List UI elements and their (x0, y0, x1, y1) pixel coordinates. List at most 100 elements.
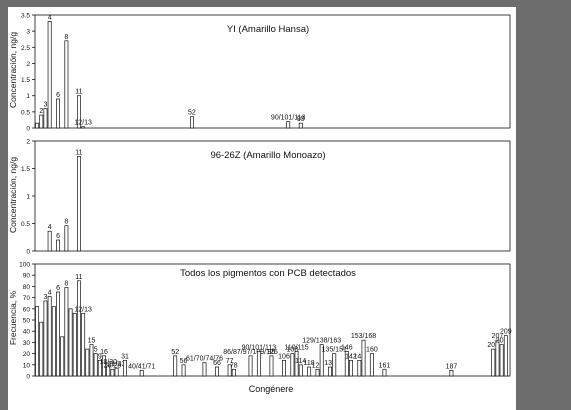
bar (102, 355, 107, 377)
bar (106, 365, 111, 377)
bar (503, 335, 508, 377)
bar (47, 21, 52, 129)
bar (64, 40, 69, 129)
bar-label: 6 (56, 285, 60, 292)
bar (181, 364, 186, 377)
bar (495, 339, 500, 377)
bar (56, 98, 60, 129)
chart-title: YI (Amarillo Hansa) (227, 24, 309, 35)
bar (81, 312, 86, 377)
y-axis-label: Concentración, ng/g (8, 157, 18, 233)
bar (202, 362, 207, 377)
bar-label: 11 (75, 89, 82, 96)
bar (294, 351, 299, 377)
bar (89, 344, 94, 377)
bar (56, 239, 60, 252)
bar-label: 90/101/113 (242, 344, 277, 351)
bar-label: 118 (304, 360, 315, 367)
bar (93, 353, 98, 377)
bar (76, 95, 81, 129)
y-tick-label: 0.5 (21, 221, 30, 228)
y-tick-label: 2 (26, 139, 30, 146)
bar (307, 366, 312, 377)
bar-label: 6 (56, 92, 60, 99)
bar-label: 123 (312, 362, 324, 369)
bar (81, 126, 86, 129)
bar (282, 359, 286, 377)
bar (60, 336, 65, 377)
bar-label: 161 (379, 362, 391, 369)
y-tick-label: 1.5 (21, 77, 30, 84)
y-tick-label: 2.5 (21, 45, 30, 52)
bar (68, 308, 73, 377)
chart-panel-yellow-hansa: YI (Amarillo Hansa) Concentración, ng/g … (8, 13, 511, 133)
y-tick-label: 3.5 (21, 13, 30, 20)
y-tick-label: 1 (26, 93, 30, 100)
bar-label: 149 (353, 353, 365, 360)
y-axis-label: Concentración, ng/g (8, 32, 18, 108)
bar-label: 2 (39, 108, 43, 115)
bar-label: 95 (268, 349, 276, 356)
bar-label: 12/13 (74, 120, 92, 127)
bar (256, 351, 261, 377)
plot-frame (34, 14, 511, 129)
bar-label: 11 (75, 274, 82, 281)
bar-label: 9 (98, 353, 102, 360)
bar-label: 16 (100, 349, 108, 356)
bar (332, 353, 337, 377)
y-axis-label: Frecuencia, % (8, 290, 18, 345)
bar-label: 21/33 (108, 361, 126, 368)
bar (361, 339, 366, 377)
bar-label: 6 (56, 233, 60, 240)
y-tick-label: 0 (26, 374, 30, 381)
bar (499, 344, 504, 377)
bar-label: 90/101/113 (271, 115, 306, 122)
chart-title: 96-26Z (Amarillo Monoazo) (210, 150, 325, 161)
bar (227, 364, 232, 377)
bar (64, 287, 69, 377)
bar (76, 156, 81, 252)
bar (349, 359, 353, 377)
bar-label: 108 (287, 347, 299, 354)
bar-label: 4 (48, 224, 52, 231)
bar-label: 95 (297, 116, 305, 123)
y-tick-label: 100 (19, 262, 30, 269)
bar-label: 5 (94, 347, 98, 354)
bar-label: 11 (75, 149, 82, 156)
bar-label: 52 (171, 349, 179, 356)
bar (215, 366, 219, 377)
bar-label: 129/138/163 (302, 338, 341, 345)
bar-label: 77 (226, 358, 234, 365)
bar-label: 187 (446, 363, 458, 370)
bar (85, 348, 90, 377)
bar-label: 207 (492, 333, 504, 340)
bar-label: 4 (48, 14, 52, 21)
bar (315, 368, 320, 377)
y-tick-label: 0 (26, 126, 30, 133)
x-axis-label: Congénere (249, 384, 294, 394)
bar (173, 355, 178, 377)
bar (328, 366, 332, 377)
bar (369, 353, 374, 377)
bar-label: 78 (230, 362, 238, 369)
y-tick-label: 50 (23, 318, 31, 325)
bar (47, 230, 52, 252)
bar-label: 18/30 (99, 359, 117, 366)
bar (123, 359, 127, 377)
y-tick-label: 30 (23, 340, 31, 347)
y-tick-label: 0 (26, 249, 30, 256)
y-tick-label: 10 (23, 362, 31, 369)
bar (51, 306, 56, 377)
bar-label: 86/87/97/109/125 (223, 349, 278, 356)
chart-title: Todos los pigmentos con PCB detectados (180, 268, 356, 279)
bar-label: 56 (180, 358, 188, 365)
figure-panel (8, 7, 516, 410)
bar (248, 355, 253, 377)
bar (231, 368, 236, 377)
bar (39, 321, 44, 377)
y-tick-label: 0.5 (21, 109, 30, 116)
bar-label: 206 (487, 342, 499, 349)
bar-label: 3 (44, 102, 48, 109)
bar-label: 15 (88, 338, 96, 345)
bar (35, 306, 40, 377)
